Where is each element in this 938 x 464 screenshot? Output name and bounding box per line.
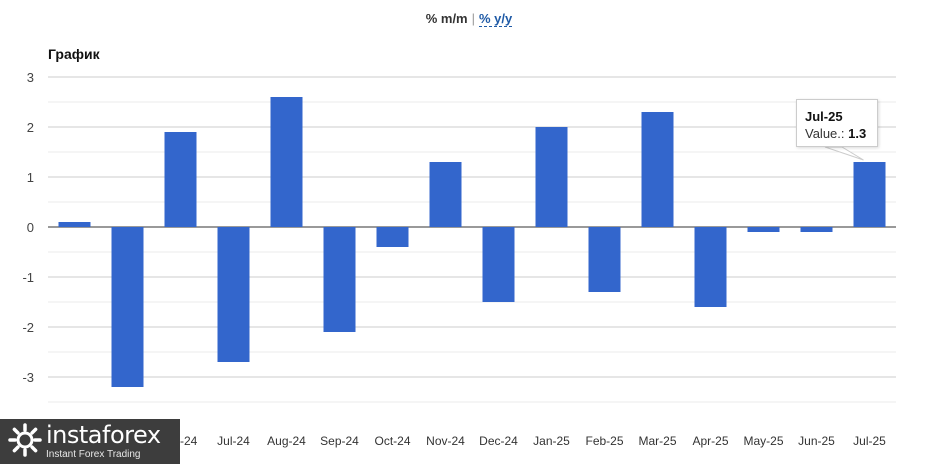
instaforex-logo-icon [8, 423, 42, 457]
x-tick-label: Nov-24 [426, 434, 465, 448]
tooltip-value: 1.3 [848, 126, 867, 141]
x-tick-label: Apr-25 [692, 434, 728, 448]
x-tick-label: Oct-24 [374, 434, 410, 448]
x-tick-label: Sep-24 [320, 434, 359, 448]
bar [535, 127, 568, 227]
bar [429, 162, 462, 227]
tooltip-pointer [824, 146, 864, 161]
tooltip-title: Jul-25 [805, 109, 843, 124]
bar [164, 132, 197, 227]
chart-title: График [48, 46, 100, 62]
y-tick-label: 0 [27, 220, 34, 235]
mm-toggle[interactable]: % m/m [425, 11, 468, 26]
bar [694, 227, 727, 307]
chart-tooltip: Jul-25 Value.: 1.3 [796, 99, 878, 147]
x-tick-label: Aug-24 [267, 434, 306, 448]
bar [217, 227, 250, 362]
x-tick-label: Mar-25 [638, 434, 676, 448]
bar [270, 97, 303, 227]
y-tick-label: -2 [22, 320, 34, 335]
x-tick-label: -24 [180, 434, 198, 448]
bar [800, 227, 833, 232]
x-tick-label: Jul-24 [217, 434, 250, 448]
x-tick-label: Jul-25 [853, 434, 886, 448]
tooltip-value-label: Value.: [805, 126, 845, 141]
y-tick-label: 2 [27, 120, 34, 135]
x-tick-label: Feb-25 [585, 434, 623, 448]
bar [747, 227, 780, 232]
bar [323, 227, 356, 332]
toggle-separator: | [471, 11, 476, 26]
y-tick-label: -1 [22, 270, 34, 285]
bar [111, 227, 144, 387]
bar [482, 227, 515, 302]
y-tick-label: -3 [22, 370, 34, 385]
bar [58, 222, 91, 227]
logo-tagline: Instant Forex Trading [46, 449, 141, 460]
bar [641, 112, 674, 227]
y-tick-label: 1 [27, 170, 34, 185]
bar [853, 162, 886, 227]
logo-name: instaforex [46, 421, 161, 449]
period-toggle: % m/m |% y/y [0, 11, 938, 27]
y-tick-label: 3 [27, 70, 34, 85]
x-tick-label: Jan-25 [533, 434, 570, 448]
bar [588, 227, 621, 292]
x-tick-label: May-25 [743, 434, 783, 448]
yy-toggle-link[interactable]: % y/y [479, 11, 513, 27]
x-tick-label: Jun-25 [798, 434, 835, 448]
x-tick-label: Dec-24 [479, 434, 518, 448]
bar [376, 227, 409, 247]
instaforex-logo: instaforex Instant Forex Trading [0, 419, 180, 464]
